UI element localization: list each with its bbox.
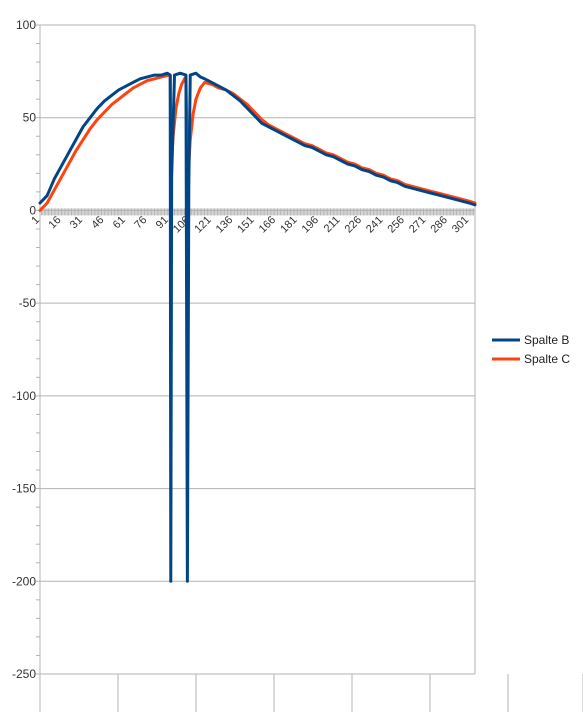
- x-tick-label: 166: [257, 214, 278, 235]
- x-axis-ticks: 1 16 31 46 61 76 91 106 121 136 151 166 181 196 211 226…: [29, 214, 471, 235]
- x-tick-label: 286: [428, 214, 449, 235]
- x-tick-label: 151: [235, 214, 256, 235]
- x-tick-label: 241: [364, 214, 385, 235]
- y-tick-label: 100: [16, 18, 36, 32]
- legend: Spalte B Spalte C: [492, 333, 570, 366]
- x-tick-label: 136: [214, 214, 235, 235]
- y-tick-label: -200: [12, 574, 36, 588]
- x-tick-label: 271: [407, 214, 428, 235]
- series-line: [38, 73, 477, 212]
- series-lines: [38, 71, 477, 583]
- legend-label: Spalte C: [524, 352, 570, 366]
- x-tick-label: 196: [300, 214, 321, 235]
- x-tick-label: 91: [154, 214, 171, 231]
- x-tick-label: 121: [192, 214, 213, 235]
- x-tick-label: 181: [278, 214, 299, 235]
- x-tick-label: 61: [111, 214, 128, 231]
- x-tick-label: 16: [46, 214, 63, 231]
- x-tick-label: 46: [89, 214, 106, 231]
- x-tick-label: 226: [343, 214, 364, 235]
- y-tick-label: -100: [12, 389, 36, 403]
- series-line: [38, 71, 477, 583]
- y-tick-label: -50: [19, 296, 37, 310]
- y-tick-label: -250: [12, 667, 36, 681]
- x-tick-label: 256: [386, 214, 407, 235]
- y-axis-ticks: 100 50 0 -50 -100 -150 -200 -250: [12, 18, 36, 681]
- x-tick-label: 76: [132, 214, 149, 231]
- legend-label: Spalte B: [524, 333, 569, 347]
- x-tick-label: 301: [450, 214, 471, 235]
- x-tick-label: 211: [322, 214, 343, 235]
- grid: [36, 24, 583, 712]
- y-tick-label: 0: [29, 203, 36, 217]
- x-tick-label: 31: [68, 214, 85, 231]
- y-tick-label: 50: [23, 111, 37, 125]
- y-tick-label: -150: [12, 482, 36, 496]
